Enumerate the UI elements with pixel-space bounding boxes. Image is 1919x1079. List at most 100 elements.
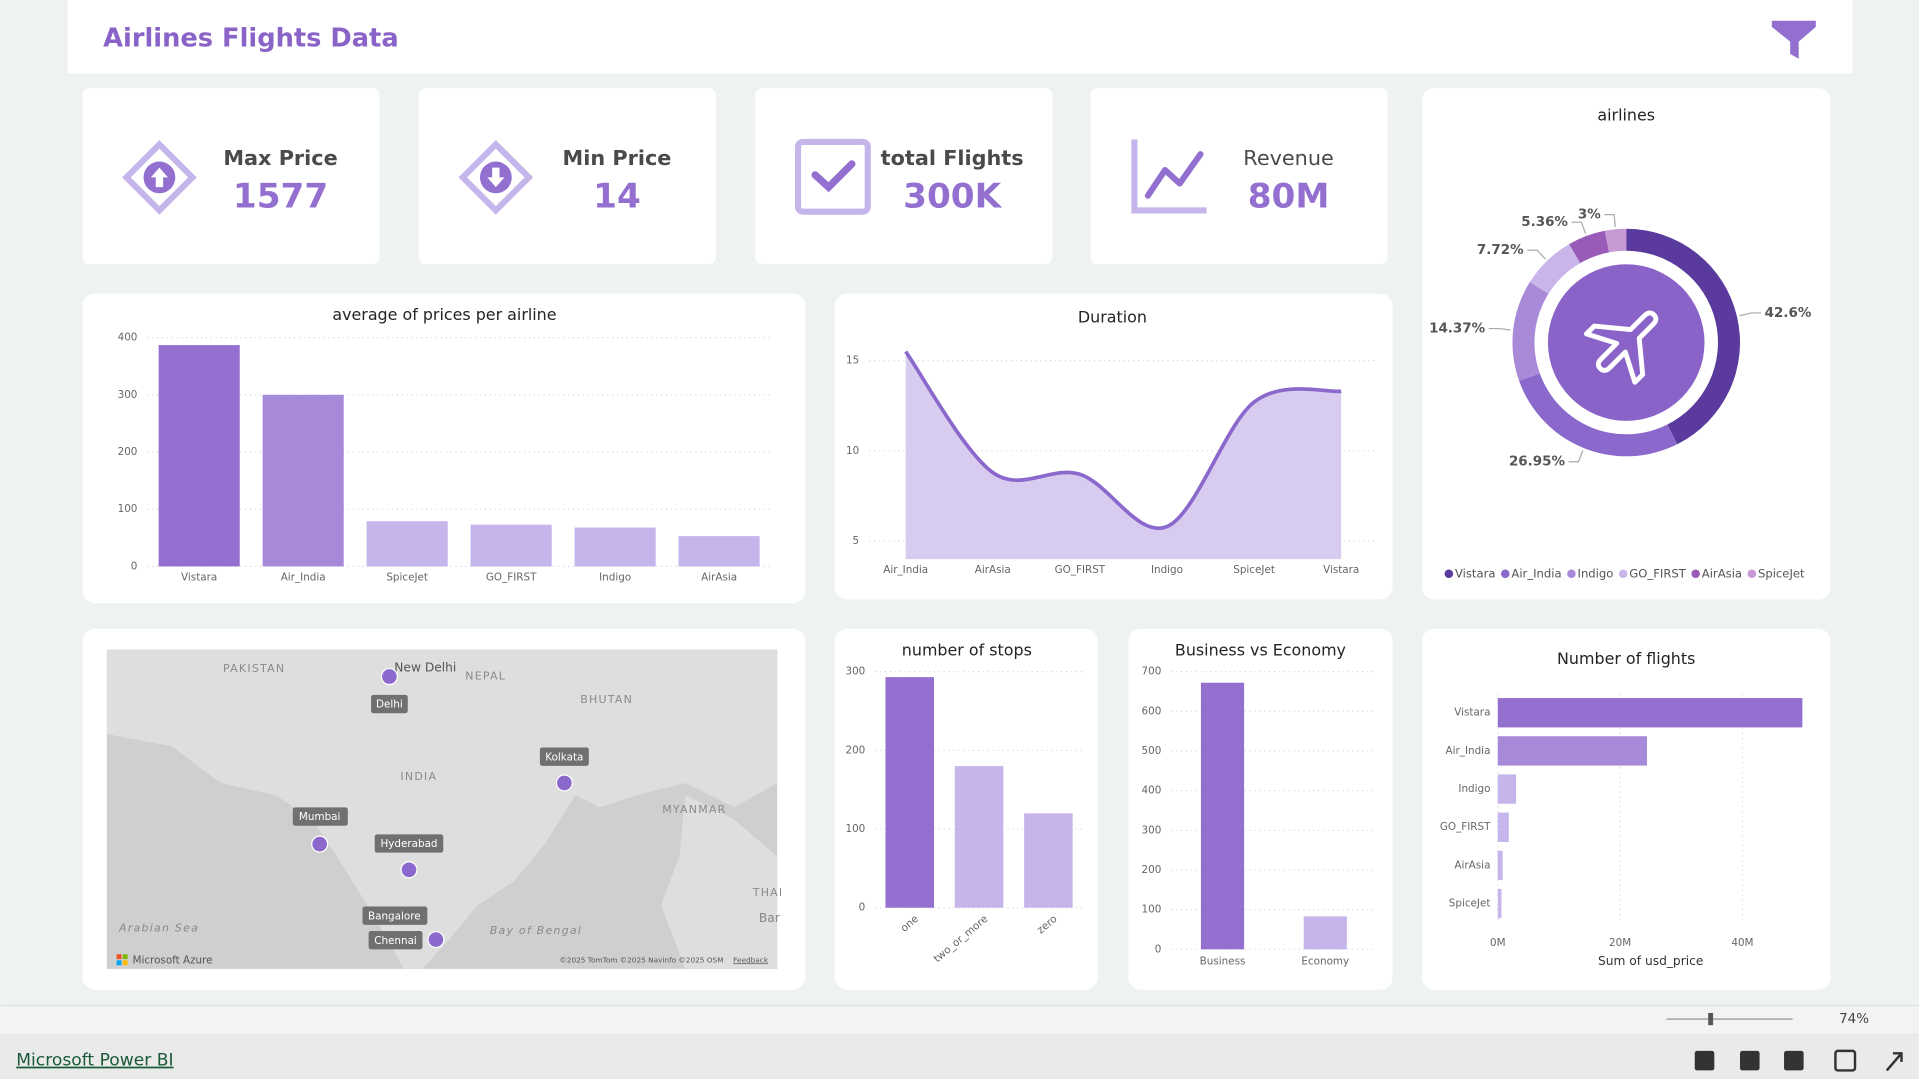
y-tick-label: 10 [846,445,859,457]
bar [470,524,552,567]
legend-marker [1747,569,1757,579]
y-tick-label: 200 [118,446,138,458]
map-attribution: Microsoft Azure [133,954,213,966]
y-tick-label: Vistara [1454,707,1490,719]
twitter-icon[interactable] [1740,1050,1760,1071]
city-marker[interactable] [311,835,329,853]
icon-diamond [458,140,534,215]
y-tick-label: 200 [1142,864,1162,876]
legend-label: GO_FIRST [1629,566,1686,580]
city-tag [539,747,589,766]
kpi-value: 80M [1248,177,1330,217]
bar [574,527,656,567]
bar [1497,736,1648,766]
x-tick-label: SpiceJet [386,571,428,583]
leader-line [1527,249,1546,260]
kpi-value: 14 [593,177,641,217]
city-tag [368,930,423,950]
linkedin-icon[interactable] [1784,1050,1804,1071]
bar [1024,813,1073,908]
donut-slice [1529,244,1581,294]
x-axis-title: Sum of usd_price [1598,954,1703,968]
min-price-icon [458,140,534,215]
donut-slice [1604,228,1627,253]
city-marker[interactable] [400,861,418,879]
legend-marker [1618,569,1628,579]
kpi-label: Min Price [563,146,672,170]
city-marker[interactable] [380,667,398,686]
icon-box [794,138,871,215]
filter-shape[interactable] [1771,20,1816,59]
leader-line [1568,450,1584,463]
facebook-icon[interactable] [1694,1050,1715,1071]
bar [678,536,760,567]
map-feedback[interactable]: Feedback [733,955,769,964]
fullscreen-icon[interactable] [1885,1052,1903,1072]
bar [1497,888,1502,919]
x-tick-label: 20M [1609,937,1631,949]
legend-marker [1500,569,1510,579]
kpi-value: 300K [903,177,1002,217]
total-flights-icon [794,138,871,215]
y-tick-label: 0 [859,902,866,914]
y-tick-label: 15 [846,355,859,367]
y-tick-label: 300 [845,666,865,678]
legend-label: Air_India [1511,566,1561,580]
leader-line [1571,221,1587,234]
kpi-card [418,88,717,265]
x-tick-label: Vistara [181,571,217,583]
legend-marker [1691,569,1700,579]
city-tag [374,834,444,853]
bar [1497,774,1517,804]
y-tick-label: Indigo [1458,783,1490,795]
zoom-thumb[interactable] [1708,1012,1714,1026]
bar [262,394,344,567]
donut-slice [1512,282,1549,381]
kpi-label: Revenue [1243,146,1334,170]
map-label: INDIA [400,770,437,783]
icon-diamond [122,140,197,215]
map[interactable]: PAKISTAN NEPAL BHUTAN INDIA MYANMAR Arab… [106,649,784,969]
chart-title: number of stops [902,640,1032,659]
bar [885,677,935,908]
azure-logo [116,960,122,966]
donut-slice [1519,373,1678,457]
map-label: Arabian Sea [118,922,199,935]
chart-title: Number of flights [1557,649,1695,668]
plane-icon [1583,310,1659,385]
city-marker[interactable] [555,774,573,792]
x-tick-label: GO_FIRST [1055,564,1106,576]
bar [1200,682,1245,950]
y-tick-label: 400 [118,332,138,344]
map-label: PAKISTAN [223,662,285,675]
icon-check [811,160,856,193]
city-label: Chennai [374,935,417,947]
share-icon[interactable] [1834,1049,1857,1072]
x-tick-label: 40M [1731,937,1753,949]
y-tick-label: 300 [1142,824,1162,836]
map-label: BHUTAN [580,693,633,706]
x-tick-label: Vistara [1323,564,1359,576]
leader-line [1604,214,1616,227]
dashboard-title: Airlines Flights Data [103,24,399,54]
map-label: New Delhi [394,660,456,674]
y-tick-label: 700 [1142,666,1162,678]
city-label: Kolkata [545,751,583,763]
y-tick-label: 400 [1142,785,1162,797]
kpi-card [755,88,1053,265]
bar [1497,812,1509,842]
map-label: Bay of Bengal [490,924,582,937]
bar [1497,850,1503,881]
x-tick-label: Economy [1301,956,1349,968]
city-marker[interactable] [427,930,445,949]
filter-icon[interactable] [1771,20,1816,59]
leader-line [1739,312,1762,317]
x-tick-label: Air_India [281,571,326,583]
bar [1303,916,1347,950]
zoom-level[interactable]: 74% [1839,1012,1869,1027]
y-tick-label: 200 [845,744,865,756]
city-tag [371,694,408,714]
y-tick-label: 100 [1142,904,1162,916]
powerbi-link[interactable]: Microsoft Power BI [16,1051,173,1071]
